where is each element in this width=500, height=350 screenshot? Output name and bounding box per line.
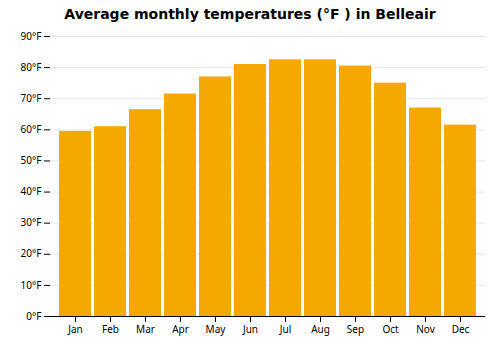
svg-text:Jul: Jul [279, 322, 292, 336]
svg-text:Feb: Feb [102, 322, 119, 336]
svg-text:0°F: 0°F [26, 309, 41, 323]
svg-text:Sep: Sep [347, 322, 364, 336]
svg-text:Mar: Mar [136, 322, 155, 336]
svg-text:Dec: Dec [452, 322, 470, 336]
svg-text:50°F: 50°F [21, 153, 42, 167]
svg-text:10°F: 10°F [21, 278, 42, 292]
html-text:Average monthly temperatures (: Average monthly temperatures (°F ) in Be… [64, 6, 436, 22]
svg-text:20°F: 20°F [21, 246, 42, 260]
svg-text:Jan: Jan [67, 322, 83, 336]
svg-text:90°F: 90°F [21, 29, 42, 43]
svg-text:Aug: Aug [311, 322, 330, 336]
svg-text:Oct: Oct [382, 322, 399, 336]
svg-text:Apr: Apr [172, 322, 189, 336]
svg-text:40°F: 40°F [21, 184, 42, 198]
svg-text:80°F: 80°F [21, 60, 42, 74]
svg-text:60°F: 60°F [21, 122, 42, 136]
svg-text:70°F: 70°F [21, 91, 42, 105]
svg-text:Nov: Nov [416, 322, 435, 336]
svg-text:Jun: Jun [242, 322, 258, 336]
svg-text:May: May [206, 322, 227, 336]
svg-text:30°F: 30°F [21, 215, 42, 229]
